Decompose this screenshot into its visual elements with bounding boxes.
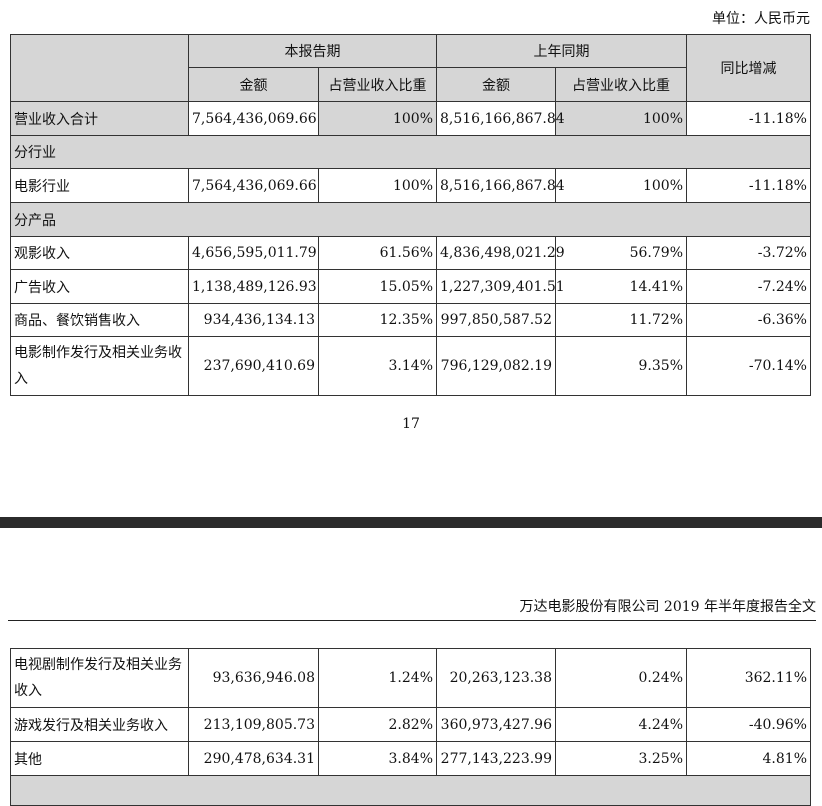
header-amount: 金额: [436, 67, 556, 102]
cell-cur-pct: 61.56%: [318, 236, 437, 270]
cell-cur-pct: 1.24%: [318, 648, 437, 708]
cell-cur: 213,109,805.73: [188, 707, 319, 742]
cell-prev: 1,227,309,401.51: [436, 269, 565, 304]
cell-cur: 4,656,595,011.79: [188, 236, 319, 270]
cell-cur-pct: 100%: [318, 168, 437, 203]
header-ratio: 占营业收入比重: [555, 67, 687, 102]
header-amount: 金额: [188, 67, 319, 102]
cell-cur: 7,564,436,069.66: [188, 168, 319, 203]
section-product: 分产品: [10, 202, 811, 237]
table-row: 广告收入 1,138,489,126.93 15.05% 1,227,309,4…: [10, 269, 811, 304]
header-blank: [10, 34, 189, 102]
table-row: 游戏发行及相关业务收入 213,109,805.73 2.82% 360,973…: [10, 707, 811, 742]
header-yoy: 同比增减: [686, 34, 811, 102]
row-label: 广告收入: [10, 269, 189, 304]
cell-prev-pct: 100%: [555, 101, 687, 136]
cell-cur: 290,478,634.31: [188, 741, 319, 776]
cell-yoy: -70.14%: [686, 336, 811, 396]
cell-yoy: -11.18%: [686, 101, 811, 136]
running-header: 万达电影股份有限公司 2019 年半年度报告全文: [519, 599, 816, 615]
row-label: 商品、餐饮销售收入: [10, 303, 189, 337]
cell-cur: 934,436,134.13: [188, 303, 319, 337]
cell-prev-pct: 3.25%: [555, 741, 687, 776]
cell-prev: 4,836,498,021.29: [436, 236, 565, 270]
cell-cur: 7,564,436,069.66: [188, 101, 319, 136]
row-label: 电影行业: [10, 168, 189, 203]
header-rule: [8, 620, 816, 621]
header-current-period: 本报告期: [188, 34, 437, 68]
cell-yoy: 362.11%: [686, 648, 811, 708]
cell-prev: 997,850,587.52: [436, 303, 556, 337]
cell-cur-pct: 3.84%: [318, 741, 437, 776]
row-label: 观影收入: [10, 236, 189, 270]
unit-label: 单位：人民币元: [712, 11, 810, 27]
cell-yoy: -11.18%: [686, 168, 811, 203]
next-section-row: [10, 775, 811, 806]
cell-yoy: -40.96%: [686, 707, 811, 742]
page-break-bar: [0, 517, 822, 528]
cell-prev-pct: 0.24%: [555, 648, 687, 708]
section-industry: 分行业: [10, 135, 811, 169]
cell-prev: 8,516,166,867.84: [436, 168, 565, 203]
header-prior-period: 上年同期: [436, 34, 687, 68]
cell-prev-pct: 100%: [555, 168, 687, 203]
cell-prev-pct: 14.41%: [555, 269, 687, 304]
header-ratio: 占营业收入比重: [318, 67, 437, 102]
cell-prev-pct: 56.79%: [555, 236, 687, 270]
table-row: 商品、餐饮销售收入 934,436,134.13 12.35% 997,850,…: [10, 303, 811, 337]
cell-cur: 237,690,410.69: [188, 336, 319, 396]
row-label: 其他: [10, 741, 189, 776]
table-row: 电视剧制作发行及相关业务收入 93,636,946.08 1.24% 20,26…: [10, 648, 811, 708]
table-row: 其他 290,478,634.31 3.84% 277,143,223.99 3…: [10, 741, 811, 776]
cell-cur-pct: 12.35%: [318, 303, 437, 337]
cell-cur-pct: 15.05%: [318, 269, 437, 304]
cell-cur-pct: 2.82%: [318, 707, 437, 742]
cell-cur: 93,636,946.08: [188, 648, 319, 708]
table-row: 电影制作发行及相关业务收入 237,690,410.69 3.14% 796,1…: [10, 336, 811, 396]
cell-yoy: -6.36%: [686, 303, 811, 337]
table-row-industry: 电影行业 7,564,436,069.66 100% 8,516,166,867…: [10, 168, 811, 203]
table-row: 观影收入 4,656,595,011.79 61.56% 4,836,498,0…: [10, 236, 811, 270]
row-label: 游戏发行及相关业务收入: [10, 707, 189, 742]
cell-cur-pct: 3.14%: [318, 336, 437, 396]
page-number: 17: [402, 416, 420, 432]
table-row-total: 营业收入合计 7,564,436,069.66 100% 8,516,166,8…: [10, 101, 811, 136]
row-label: 电影制作发行及相关业务收入: [10, 336, 189, 396]
cell-yoy: 4.81%: [686, 741, 811, 776]
cell-cur: 1,138,489,126.93: [188, 269, 319, 304]
cell-yoy: -3.72%: [686, 236, 811, 270]
cell-prev-pct: 9.35%: [555, 336, 687, 396]
revenue-table-continued: 电视剧制作发行及相关业务收入 93,636,946.08 1.24% 20,26…: [10, 648, 811, 806]
cell-prev-pct: 4.24%: [555, 707, 687, 742]
cell-prev: 8,516,166,867.84: [436, 101, 565, 136]
cell-cur-pct: 100%: [318, 101, 437, 136]
row-label: 电视剧制作发行及相关业务收入: [10, 648, 189, 708]
revenue-table: 本报告期 上年同期 同比增减 金额 占营业收入比重 金额 占营业收入比重 营业收…: [10, 34, 811, 396]
cell-prev: 796,129,082.19: [436, 336, 556, 396]
row-label: 营业收入合计: [10, 101, 189, 136]
cell-prev: 20,263,123.38: [436, 648, 556, 708]
cell-prev: 360,973,427.96: [436, 707, 556, 742]
cell-yoy: -7.24%: [686, 269, 811, 304]
cell-prev: 277,143,223.99: [436, 741, 556, 776]
cell-prev-pct: 11.72%: [555, 303, 687, 337]
